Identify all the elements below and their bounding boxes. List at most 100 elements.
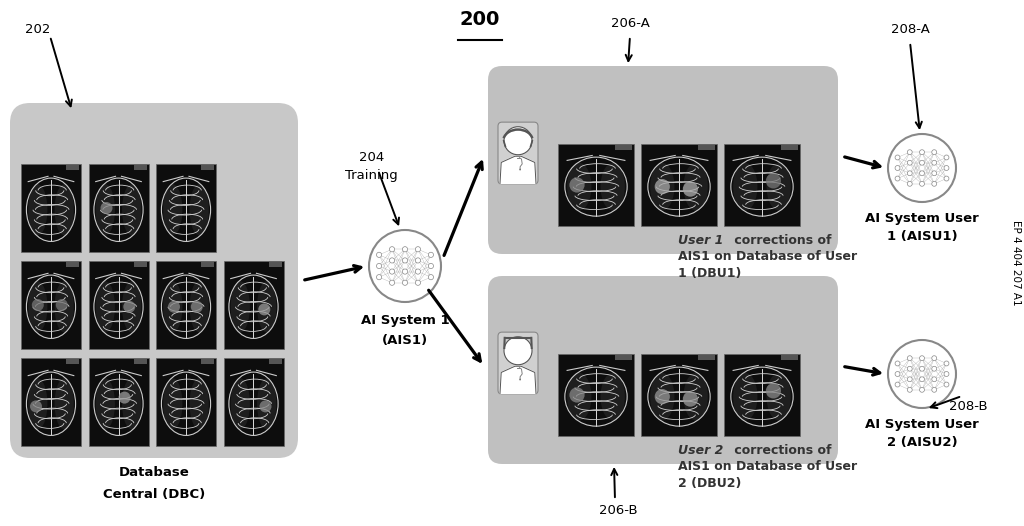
Bar: [66, 359, 79, 364]
Circle shape: [920, 377, 925, 382]
Bar: [156, 261, 216, 349]
Circle shape: [389, 280, 394, 285]
Ellipse shape: [650, 373, 675, 420]
Circle shape: [895, 166, 900, 170]
Circle shape: [569, 388, 585, 402]
Bar: [223, 261, 284, 349]
Circle shape: [402, 258, 408, 263]
Text: corrections of: corrections of: [730, 234, 831, 247]
Ellipse shape: [122, 184, 141, 235]
Circle shape: [402, 247, 408, 252]
Text: AI System User: AI System User: [865, 212, 979, 225]
Circle shape: [895, 176, 900, 181]
Text: 206-A: 206-A: [610, 17, 649, 31]
Text: 1 (AISU1): 1 (AISU1): [887, 230, 957, 243]
Text: AIS1 on Database of User: AIS1 on Database of User: [678, 250, 857, 263]
Bar: [156, 358, 216, 446]
Bar: [724, 144, 800, 226]
Text: AI System User: AI System User: [865, 418, 979, 431]
Circle shape: [504, 337, 532, 365]
Circle shape: [944, 361, 949, 366]
Text: Training: Training: [345, 169, 397, 183]
Bar: [22, 358, 81, 446]
Ellipse shape: [567, 373, 592, 420]
Circle shape: [55, 299, 68, 311]
Ellipse shape: [122, 378, 141, 429]
Ellipse shape: [600, 373, 625, 420]
Bar: [201, 165, 214, 170]
Circle shape: [190, 301, 203, 313]
FancyBboxPatch shape: [488, 66, 838, 254]
Circle shape: [907, 171, 912, 176]
Ellipse shape: [567, 163, 592, 210]
Circle shape: [683, 181, 698, 197]
Bar: [88, 358, 148, 446]
Ellipse shape: [733, 373, 758, 420]
Bar: [641, 354, 717, 436]
Bar: [133, 165, 146, 170]
Ellipse shape: [122, 281, 141, 332]
Bar: [201, 359, 214, 364]
Circle shape: [766, 173, 781, 188]
Ellipse shape: [54, 281, 74, 332]
Circle shape: [920, 150, 925, 155]
Ellipse shape: [95, 378, 115, 429]
Circle shape: [932, 366, 937, 371]
FancyBboxPatch shape: [488, 276, 838, 464]
Bar: [156, 164, 216, 252]
Bar: [698, 145, 715, 150]
Circle shape: [907, 150, 912, 155]
Circle shape: [932, 387, 937, 392]
Circle shape: [907, 377, 912, 382]
Ellipse shape: [54, 378, 74, 429]
Text: User 1: User 1: [678, 234, 723, 247]
Ellipse shape: [733, 163, 758, 210]
Polygon shape: [500, 366, 536, 393]
Text: EP 4 404 207 A1: EP 4 404 207 A1: [1011, 220, 1021, 306]
Circle shape: [932, 150, 937, 155]
Circle shape: [416, 258, 421, 263]
Bar: [201, 262, 214, 267]
Text: 200: 200: [460, 10, 500, 29]
Polygon shape: [500, 156, 536, 184]
Ellipse shape: [257, 378, 276, 429]
Ellipse shape: [230, 281, 250, 332]
Ellipse shape: [29, 378, 47, 429]
Circle shape: [944, 371, 949, 377]
Ellipse shape: [29, 184, 47, 235]
FancyBboxPatch shape: [498, 122, 538, 184]
Ellipse shape: [163, 281, 182, 332]
Ellipse shape: [189, 281, 209, 332]
Circle shape: [416, 280, 421, 285]
Circle shape: [907, 160, 912, 165]
Circle shape: [888, 340, 956, 408]
Text: Central (DBC): Central (DBC): [102, 488, 205, 501]
Bar: [781, 355, 798, 360]
Circle shape: [369, 230, 441, 302]
Circle shape: [123, 301, 135, 313]
Text: 2 (AISU2): 2 (AISU2): [887, 436, 957, 449]
Text: Database: Database: [119, 466, 189, 479]
Circle shape: [907, 366, 912, 371]
Text: (AIS1): (AIS1): [382, 334, 428, 347]
Circle shape: [504, 127, 532, 155]
Bar: [558, 144, 634, 226]
Text: 208-A: 208-A: [891, 24, 930, 36]
Circle shape: [932, 181, 937, 186]
Circle shape: [944, 176, 949, 181]
Circle shape: [402, 280, 408, 285]
Text: 1 (DBU1): 1 (DBU1): [678, 267, 741, 280]
Circle shape: [389, 269, 394, 274]
Circle shape: [944, 166, 949, 170]
Circle shape: [377, 275, 382, 280]
Circle shape: [932, 377, 937, 382]
Ellipse shape: [684, 373, 708, 420]
Bar: [133, 262, 146, 267]
Text: AI System 1: AI System 1: [360, 314, 450, 327]
Text: 204: 204: [359, 151, 385, 165]
Circle shape: [30, 400, 42, 412]
Ellipse shape: [189, 184, 209, 235]
Text: AIS1 on Database of User: AIS1 on Database of User: [678, 460, 857, 473]
Ellipse shape: [163, 184, 182, 235]
FancyBboxPatch shape: [10, 103, 298, 458]
